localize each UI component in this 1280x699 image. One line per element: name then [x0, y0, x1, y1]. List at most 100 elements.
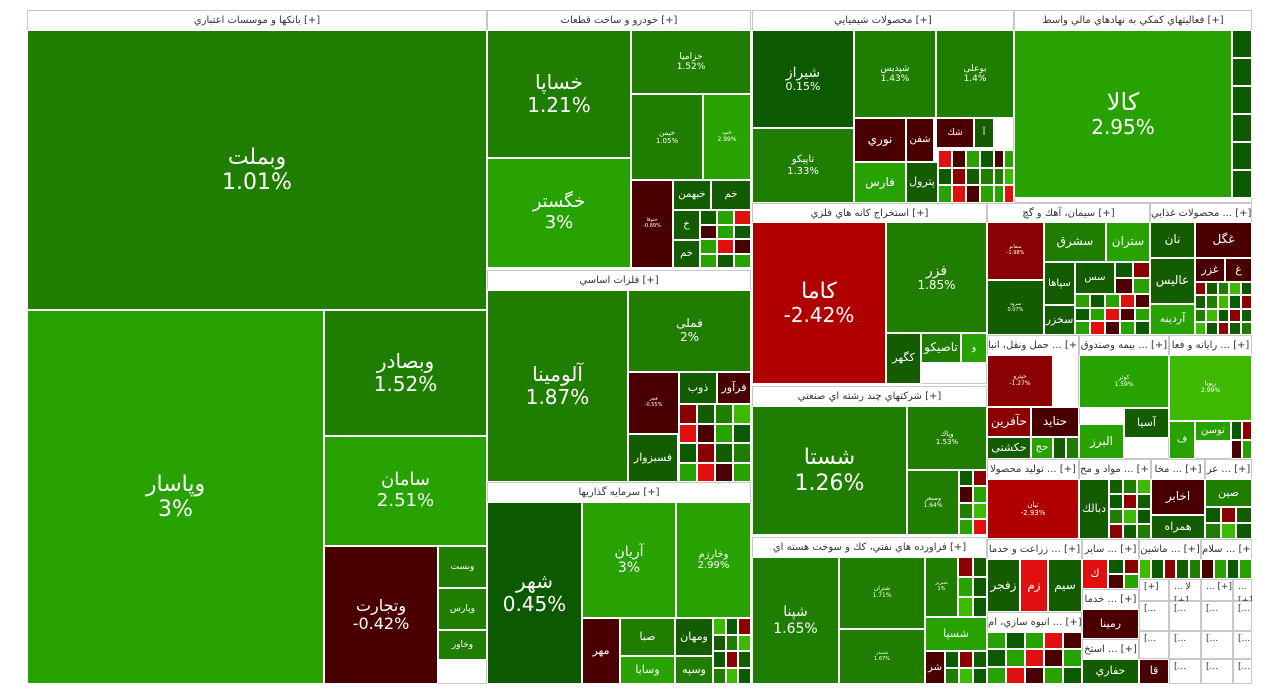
small-stock-tile[interactable]	[958, 577, 973, 597]
stock-tile-خزامیا[interactable]: خزامیا 1.52%	[631, 30, 751, 94]
small-stock-tile[interactable]	[697, 423, 715, 443]
stock-tile-نوري[interactable]: نوري	[854, 118, 906, 162]
sector-title[interactable]: حمل ونقل، انبا ... [+]	[988, 340, 1078, 351]
small-stock-tile[interactable]	[1132, 262, 1150, 278]
collapsed-sector[interactable]: [...	[1201, 659, 1233, 684]
small-stock-tile[interactable]	[958, 557, 973, 577]
stock-tile-فسبزوار[interactable]: فسبزوار	[628, 434, 678, 482]
sector-title[interactable]: زراعت و خدما ... [+]	[988, 544, 1081, 555]
small-stock-tile[interactable]	[725, 618, 739, 635]
small-stock-tile[interactable]	[733, 443, 751, 463]
stock-tile-غگل[interactable]: غگل	[1195, 222, 1252, 258]
small-stock-tile[interactable]	[1132, 278, 1150, 294]
small-stock-tile[interactable]	[1135, 294, 1150, 308]
small-stock-tile[interactable]	[1108, 574, 1124, 589]
stock-tile-وبملت[interactable]: وبملت 1.01%	[27, 30, 487, 310]
small-stock-tile[interactable]	[1120, 321, 1135, 335]
sector-title[interactable]: خودرو و ساخت قطعات [+]	[560, 15, 678, 26]
sector-title[interactable]: فعاليتهاي كمكي به نهادهاي مالي واسط [+]	[1042, 15, 1224, 26]
small-stock-tile[interactable]	[1137, 479, 1151, 494]
small-stock-tile[interactable]	[1232, 142, 1252, 170]
small-stock-tile[interactable]	[945, 667, 959, 684]
small-stock-tile[interactable]	[1109, 524, 1123, 539]
stock-tile-وخارزم[interactable]: وخارزم 2.99%	[676, 502, 751, 618]
small-stock-tile[interactable]	[738, 651, 751, 668]
small-stock-tile[interactable]	[1188, 559, 1201, 579]
stock-tile-سپاها[interactable]: سپاها	[1044, 262, 1075, 305]
stock-tile-نان[interactable]: نان	[1150, 222, 1195, 258]
small-stock-tile[interactable]	[1123, 494, 1137, 509]
small-stock-tile[interactable]	[966, 150, 980, 168]
small-stock-tile[interactable]	[1090, 307, 1105, 322]
small-stock-tile[interactable]	[1025, 666, 1044, 684]
stock-tile-صبا[interactable]: صبا	[620, 618, 675, 656]
stock-tile-ك[interactable]: ك	[1082, 559, 1108, 589]
small-stock-tile[interactable]	[980, 150, 994, 168]
stock-tile-رپویا[interactable]: رپویا 2.99%	[1169, 355, 1252, 421]
small-stock-tile[interactable]	[679, 404, 697, 424]
collapsed-sector[interactable]: [...	[1139, 601, 1169, 631]
sector-title[interactable]: فراورده هاي نفتي، كك و سوخت هسته اي [+]	[772, 542, 967, 553]
stock-tile-شهر[interactable]: شهر 0.45%	[487, 502, 582, 684]
stock-tile-شبریز[interactable]: شبریز 1%	[925, 557, 958, 617]
small-stock-tile[interactable]	[1044, 632, 1063, 650]
small-stock-tile[interactable]	[994, 167, 1004, 186]
small-stock-tile[interactable]	[715, 462, 733, 482]
small-stock-tile[interactable]	[717, 239, 734, 254]
small-stock-tile[interactable]	[1151, 559, 1164, 579]
sector-title[interactable]: رايانه و فعا ... [+]	[1171, 340, 1250, 351]
small-stock-tile[interactable]	[679, 423, 697, 443]
small-stock-tile[interactable]	[715, 423, 733, 443]
small-stock-tile[interactable]	[1120, 294, 1135, 308]
small-stock-tile[interactable]	[959, 486, 973, 503]
stock-tile-خ[interactable]: خ	[673, 210, 700, 240]
small-stock-tile[interactable]	[973, 470, 987, 487]
small-stock-tile[interactable]	[1217, 295, 1230, 309]
small-stock-tile[interactable]	[715, 443, 733, 463]
stock-tile-وپارس[interactable]: وپارس	[438, 588, 487, 630]
small-stock-tile[interactable]	[1229, 295, 1241, 309]
stock-tile-سیم[interactable]: سیم	[1048, 559, 1082, 612]
small-stock-tile[interactable]	[1044, 666, 1063, 684]
stock-tile-سامان[interactable]: سامان 2.51%	[324, 436, 487, 546]
stock-tile-خپمن[interactable]: خپمن 1.05%	[631, 94, 703, 180]
stock-tile-وپاسار[interactable]: وپاسار 3%	[27, 310, 324, 684]
small-stock-tile[interactable]	[1195, 295, 1207, 309]
small-stock-tile[interactable]	[1240, 295, 1252, 309]
stock-tile-دبالك[interactable]: دبالك	[1079, 479, 1109, 539]
small-stock-tile[interactable]	[980, 167, 994, 186]
small-stock-tile[interactable]	[700, 224, 717, 239]
small-stock-tile[interactable]	[1213, 559, 1227, 579]
stock-tile-حآفرین[interactable]: حآفرین	[987, 407, 1031, 437]
small-stock-tile[interactable]	[697, 443, 715, 463]
small-stock-tile[interactable]	[1063, 632, 1082, 650]
stock-tile-بوعلی[interactable]: بوعلی 1.4%	[936, 30, 1014, 118]
stock-tile-ومهان[interactable]: ومهان	[675, 618, 713, 656]
stock-tile-فارس[interactable]: فارس	[854, 162, 906, 203]
small-stock-tile[interactable]	[717, 253, 734, 268]
small-stock-tile[interactable]	[1236, 523, 1252, 539]
small-stock-tile[interactable]	[738, 634, 751, 651]
stock-tile-حکشتی[interactable]: حکشتی	[987, 437, 1031, 459]
small-stock-tile[interactable]	[1206, 321, 1218, 335]
small-stock-tile[interactable]	[952, 150, 966, 168]
stock-tile-حتاید[interactable]: حتاید	[1031, 407, 1079, 437]
small-stock-tile[interactable]	[700, 253, 717, 268]
stock-tile-فرآور[interactable]: فرآور	[717, 372, 751, 404]
small-stock-tile[interactable]	[1139, 559, 1152, 579]
small-stock-tile[interactable]	[1063, 649, 1082, 667]
small-stock-tile[interactable]	[1229, 321, 1241, 335]
stock-tile-آلومینا[interactable]: آلومینا 1.87%	[487, 290, 628, 482]
sector-title[interactable]: فلزات اساسي [+]	[579, 275, 659, 286]
small-stock-tile[interactable]	[1195, 282, 1207, 296]
small-stock-tile[interactable]	[952, 167, 966, 186]
stock-tile-رمینا[interactable]: رمینا	[1082, 609, 1139, 639]
small-stock-tile[interactable]	[1109, 494, 1123, 509]
collapsed-sector[interactable]: ... لا [+]	[1169, 579, 1201, 606]
sector-title[interactable]: مواد و مح ... [+]	[1080, 464, 1150, 475]
small-stock-tile[interactable]	[1195, 321, 1207, 335]
small-stock-tile[interactable]	[1075, 307, 1090, 322]
small-stock-tile[interactable]	[713, 634, 726, 651]
small-stock-tile[interactable]	[1025, 649, 1044, 667]
stock-tile-تاپیکو[interactable]: تاپیکو 1.33%	[752, 128, 854, 203]
